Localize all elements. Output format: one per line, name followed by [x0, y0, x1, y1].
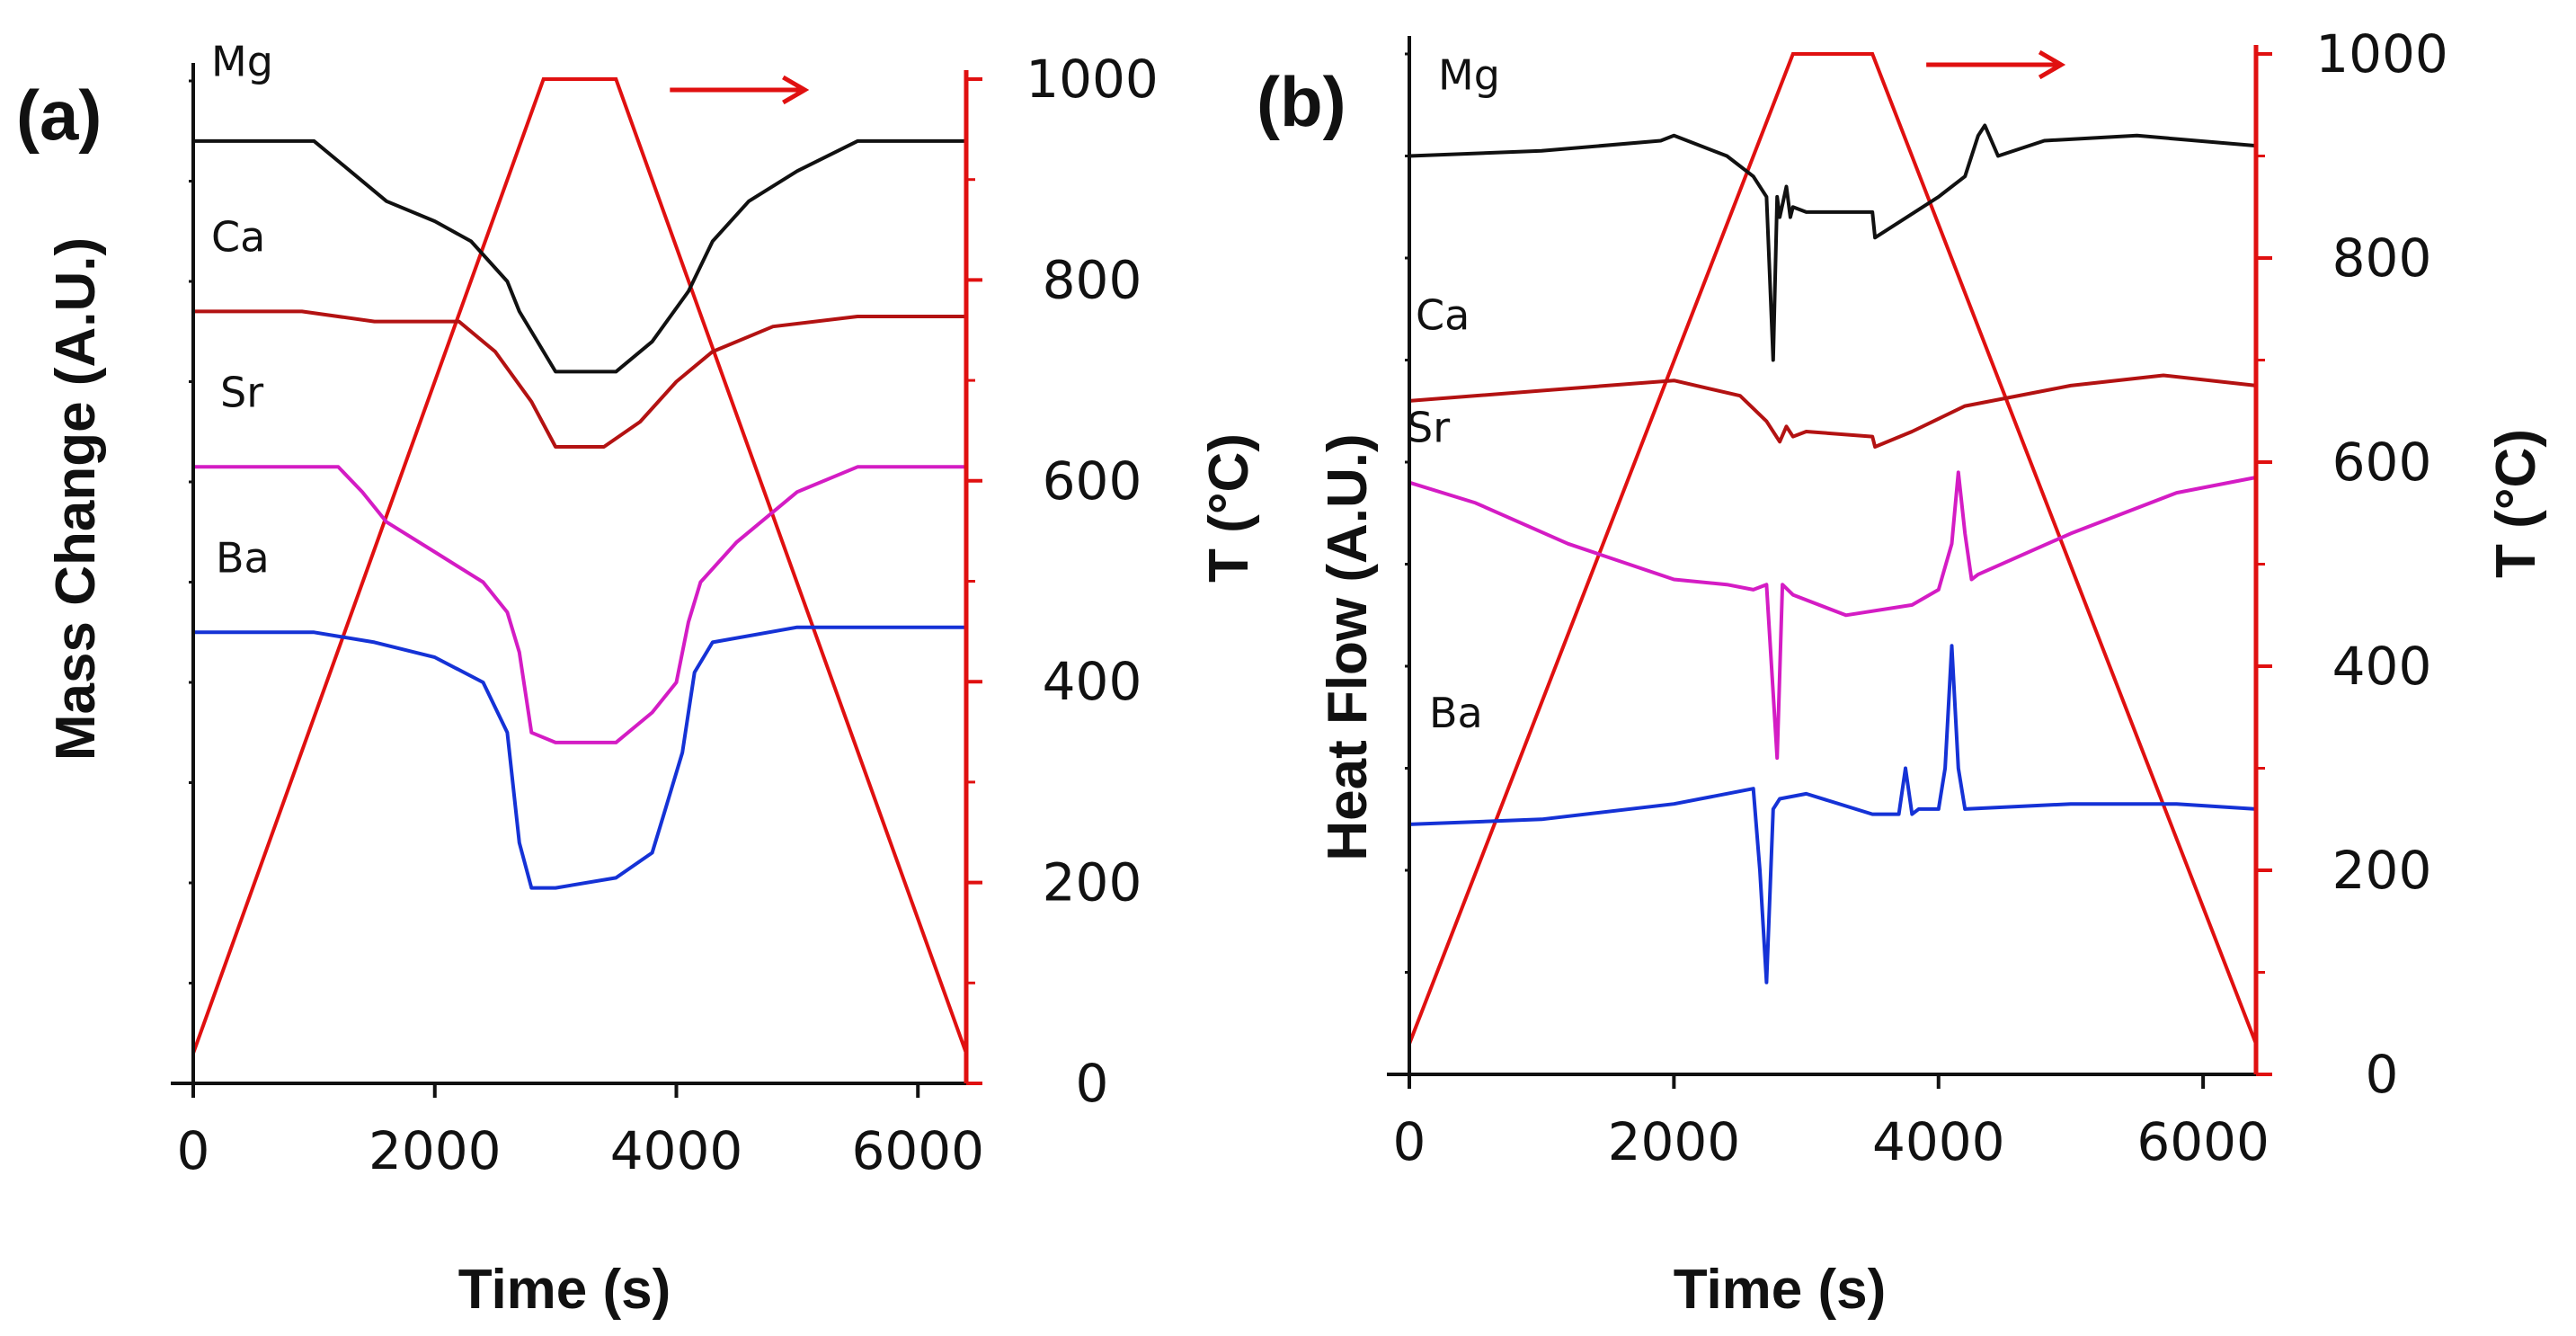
- x-tick-label-a: 6000: [851, 1120, 984, 1181]
- x-tick-label-b: 0: [1393, 1111, 1426, 1172]
- series-line-ca-b: [1408, 373, 2257, 449]
- series-line-mg-b: [1408, 123, 2257, 362]
- y2-tick-label-b: 800: [2332, 227, 2432, 289]
- series-line-ca-a: [193, 309, 966, 449]
- series-label-ca-a: Ca: [211, 213, 265, 262]
- y2-tick-label-a: 1000: [1026, 49, 1159, 110]
- series-label-mg-a: Mg: [211, 37, 273, 85]
- series-label-mg-b: Mg: [1438, 51, 1500, 100]
- temperature-axis-arrow-a: [670, 75, 810, 105]
- x-tick-label-a: 2000: [369, 1120, 502, 1181]
- x-axis-title-a: Time (s): [458, 1259, 671, 1321]
- x-tick-label-b: 4000: [1872, 1111, 2005, 1172]
- panel-label-b: (b): [1257, 62, 1346, 141]
- series-label-ba-a: Ba: [216, 533, 270, 582]
- y2-axis-title-a: T (°C): [1198, 433, 1260, 583]
- series-label-sr-a: Sr: [220, 368, 263, 416]
- series-line-mg-a: [193, 138, 966, 374]
- y2-tick-label-a: 200: [1043, 852, 1142, 913]
- axes-layer-a: 0 2000 4000 6000 0 200 400 600 800 1000: [171, 49, 1159, 1181]
- x-tick-label-b: 6000: [2136, 1111, 2270, 1172]
- series-line-ba-a: [193, 625, 966, 890]
- temperature-line-a: [191, 77, 968, 1055]
- y2-tick-label-b: 0: [2366, 1044, 2399, 1105]
- series-layer-a: Mg Ca Sr Ba: [193, 37, 966, 890]
- axes-layer-b: 0 2000 4000 6000 0 200 400 600 800 1000: [1387, 23, 2448, 1172]
- series-label-sr-b: Sr: [1407, 403, 1450, 451]
- series-label-ba-b: Ba: [1429, 689, 1483, 737]
- panel-label-a: (a): [16, 76, 102, 155]
- y2-tick-label-b: 600: [2332, 432, 2432, 493]
- temperature-axis-arrow-b: [1926, 49, 2066, 80]
- x-tick-label-a: 4000: [610, 1120, 743, 1181]
- y2-axis-title-b: T (°C): [2485, 429, 2547, 578]
- y2-tick-label-b: 1000: [2315, 23, 2448, 85]
- y2-tick-label-a: 800: [1043, 249, 1142, 310]
- series-line-sr-a: [193, 465, 966, 744]
- y2-tick-label-a: 0: [1076, 1053, 1109, 1114]
- series-layer-b: Mg Ca Sr Ba: [1407, 51, 2257, 984]
- y2-tick-label-b: 200: [2332, 840, 2432, 901]
- x-axis-title-b: Time (s): [1674, 1259, 1887, 1321]
- y2-tick-label-b: 400: [2332, 636, 2432, 697]
- series-line-ba-b: [1408, 644, 2257, 984]
- series-label-ca-b: Ca: [1416, 291, 1470, 340]
- y-axis-title-a: Mass Change (A.U.): [45, 237, 107, 761]
- y-axis-title-b: Heat Flow (A.U.): [1317, 433, 1379, 860]
- x-tick-label-b: 2000: [1608, 1111, 1741, 1172]
- y2-tick-label-a: 600: [1043, 450, 1142, 512]
- x-tick-label-a: 0: [177, 1120, 210, 1181]
- series-line-sr-b: [1408, 470, 2257, 761]
- temperature-layer-a: [191, 75, 968, 1055]
- temperature-line-b: [1408, 52, 2258, 1045]
- y2-tick-label-a: 400: [1043, 651, 1142, 712]
- temperature-layer-b: [1408, 49, 2258, 1045]
